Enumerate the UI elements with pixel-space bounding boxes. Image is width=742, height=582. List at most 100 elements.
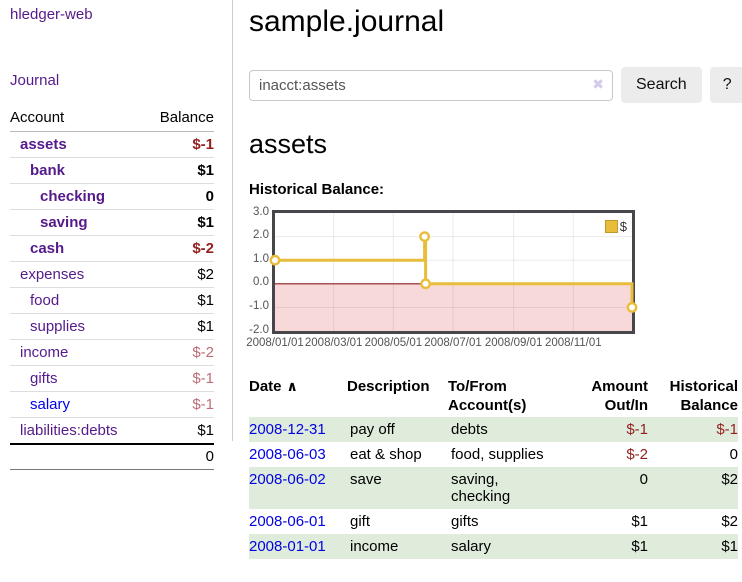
account-row: assets $-1 (10, 132, 214, 158)
register-header-amount: Amount Out/In (591, 377, 648, 414)
account-balance: $1 (197, 162, 214, 179)
transaction-balance: 0 (729, 445, 738, 463)
register-table-body: 2008-12-31 pay off debts $-1 $-1 2008-06… (249, 416, 738, 559)
accounts-total: 0 (145, 443, 214, 470)
account-row: supplies $1 (10, 314, 214, 340)
accounts-header-row: Account Balance (10, 106, 214, 132)
account-link[interactable]: gifts (30, 370, 58, 387)
account-row: food $1 (10, 288, 214, 314)
y-tick-label: 0.0 (253, 276, 269, 289)
transaction-date-link[interactable]: 2008-12-31 (249, 420, 326, 438)
register-table: Date ∧ Description To/From Account(s) Amo… (249, 375, 738, 559)
account-balance: $-2 (192, 240, 214, 257)
search-input[interactable] (249, 69, 613, 101)
clear-search-icon[interactable]: ✖ (592, 75, 604, 92)
account-row: gifts $-1 (10, 366, 214, 392)
y-tick-label: 2.0 (253, 229, 269, 242)
transaction-amount: $1 (631, 537, 648, 555)
chart-canvas (269, 212, 638, 331)
register-header-description: Description (347, 377, 430, 395)
transaction-amount: $-1 (626, 420, 648, 438)
account-row: saving $1 (10, 210, 214, 236)
transaction-accounts: debts (451, 420, 488, 438)
account-balance: $-1 (192, 396, 214, 413)
x-tick-label: 2008/11/01 (544, 336, 602, 349)
account-row: expenses $2 (10, 262, 214, 288)
transaction-amount: $1 (631, 512, 648, 530)
transaction-accounts: food, supplies (451, 445, 544, 463)
transaction-date-link[interactable]: 2008-06-01 (249, 512, 326, 530)
accounts-header-account: Account (10, 109, 65, 126)
register-header-accounts: To/From Account(s) (448, 377, 527, 414)
transaction-date-link[interactable]: 2008-01-01 (249, 537, 326, 555)
transaction-balance: $2 (721, 470, 738, 488)
chart-plot-area: $ (269, 209, 638, 334)
brand-link[interactable]: hledger-web (10, 6, 93, 23)
transaction-amount: $-2 (626, 445, 648, 463)
account-link[interactable]: checking (40, 188, 106, 205)
transaction-description: eat & shop (350, 445, 422, 463)
legend-swatch-icon (604, 219, 618, 233)
account-link[interactable]: food (30, 292, 60, 309)
register-header-date[interactable]: Date ∧ (249, 377, 298, 395)
register-header-balance: Historical Balance (669, 377, 738, 414)
transaction-accounts: salary (451, 537, 492, 555)
x-tick-label: 2008/09/01 (484, 336, 543, 349)
table-row: 2008-01-01 income salary $1 $1 (249, 533, 738, 559)
chart-y-axis: 3.0 2.0 1.0 0.0 -1.0 -2.0 (249, 206, 269, 336)
account-balance: $2 (197, 266, 214, 283)
help-button[interactable]: ? (709, 67, 742, 103)
transaction-description: save (350, 470, 382, 488)
account-link[interactable]: liabilities:debts (20, 422, 118, 439)
accounts-table: Account Balance assets $-1 bank $1 check… (10, 106, 214, 470)
account-heading: assets (249, 129, 328, 159)
account-link[interactable]: cash (30, 240, 65, 257)
table-row: 2008-06-03 eat & shop food, supplies $-2… (249, 442, 738, 467)
transaction-description: gift (350, 512, 371, 530)
main-panel: sample.journal ✖ Search ? assets Histori… (233, 0, 742, 559)
sidebar-item-journal[interactable]: Journal (10, 72, 60, 89)
search-button[interactable]: Search (621, 67, 702, 103)
historical-balance-chart: 3.0 2.0 1.0 0.0 -1.0 -2.0 $ 2008/01/01 2008/03… (246, 206, 742, 352)
account-link[interactable]: assets (20, 136, 67, 153)
account-row: checking 0 (10, 184, 214, 210)
y-tick-label: 3.0 (253, 205, 269, 218)
y-tick-label: -2.0 (249, 323, 269, 336)
transaction-description: income (350, 537, 399, 555)
accounts-header-balance: Balance (159, 109, 214, 126)
table-row: 2008-12-31 pay off debts $-1 $-1 (249, 416, 738, 442)
account-link[interactable]: income (20, 344, 69, 361)
account-balance: $1 (197, 292, 214, 309)
table-row: 2008-06-02 save saving, checking 0 $2 (249, 466, 738, 509)
y-tick-label: -1.0 (249, 300, 269, 313)
account-balance: $-1 (192, 136, 214, 153)
account-row: cash $-2 (10, 236, 214, 262)
transaction-description: pay off (350, 420, 395, 438)
transaction-balance: $-1 (716, 420, 738, 438)
y-tick-label: 1.0 (253, 252, 269, 265)
account-link[interactable]: salary (30, 396, 71, 413)
sidebar: hledger-web Journal Account Balance asse… (0, 0, 233, 470)
transaction-date-link[interactable]: 2008-06-02 (249, 470, 326, 488)
app-layout: hledger-web Journal Account Balance asse… (0, 0, 742, 559)
account-balance: $1 (197, 422, 214, 439)
account-row: liabilities:debts $1 (10, 418, 214, 444)
register-header-row: Date ∧ Description To/From Account(s) Amo… (249, 375, 738, 417)
sort-ascending-icon: ∧ (286, 377, 298, 394)
x-tick-label: 2008/03/01 (304, 336, 363, 349)
transaction-date-link[interactable]: 2008-06-03 (249, 445, 326, 463)
account-balance: $1 (197, 318, 214, 335)
accounts-total-row: 0 (10, 443, 214, 470)
account-balance: $1 (197, 214, 214, 231)
transaction-balance: $2 (721, 512, 738, 530)
account-link[interactable]: bank (30, 162, 66, 179)
x-tick-label: 2008/05/01 (364, 336, 423, 349)
chart-label: Historical Balance: (249, 180, 385, 198)
chart-x-axis: 2008/01/01 2008/03/01 2008/05/01 2008/07/01… (246, 336, 742, 351)
account-link[interactable]: supplies (30, 318, 86, 335)
account-link[interactable]: expenses (20, 266, 85, 283)
account-link[interactable]: saving (40, 214, 88, 231)
x-tick-label: 2008/01/01 (246, 336, 304, 349)
transaction-accounts: gifts (451, 512, 479, 530)
account-balance: $-1 (192, 370, 214, 387)
